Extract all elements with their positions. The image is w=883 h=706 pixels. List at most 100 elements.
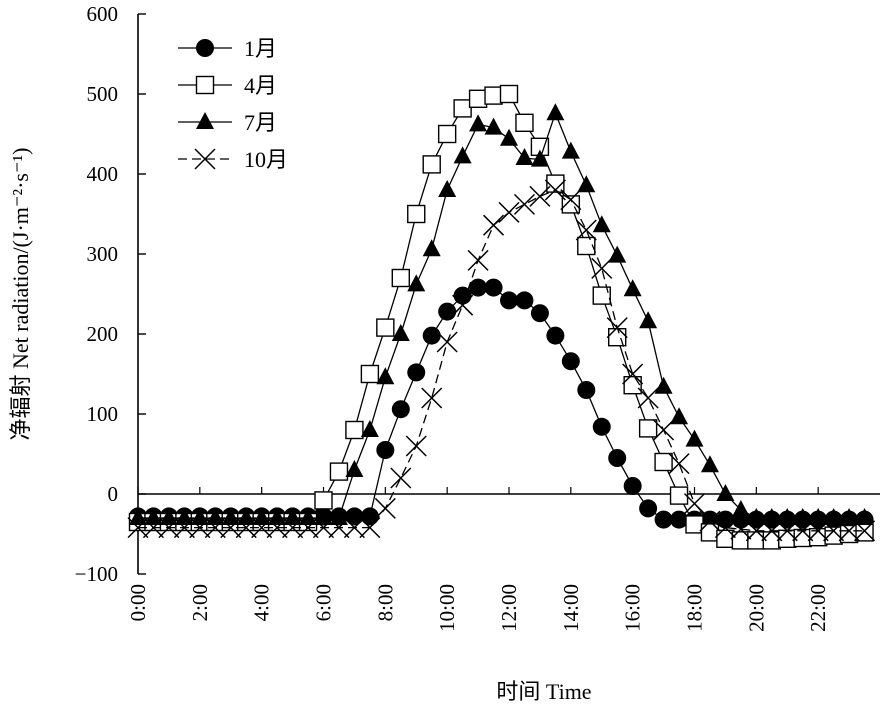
y-axis-title: 净辐射 Net radiation/(J·m⁻²·s⁻¹) xyxy=(8,147,33,440)
data-point xyxy=(623,477,642,495)
data-point xyxy=(700,455,719,473)
data-point xyxy=(745,520,767,542)
data-point xyxy=(577,175,596,193)
data-point xyxy=(297,517,319,539)
data-point xyxy=(670,510,689,529)
data-point xyxy=(654,376,673,394)
data-point xyxy=(376,441,395,459)
data-point xyxy=(699,510,721,532)
data-point xyxy=(314,491,333,510)
data-point xyxy=(453,286,472,305)
legend-marker xyxy=(194,148,216,170)
data-point xyxy=(374,497,396,519)
data-point xyxy=(608,449,627,467)
legend-item: 1月 xyxy=(178,36,277,61)
x-tick-label: 14:00 xyxy=(559,584,583,632)
data-point xyxy=(407,363,426,382)
data-point xyxy=(654,452,673,472)
y-tick-label: 300 xyxy=(87,242,119,266)
data-point xyxy=(436,331,458,353)
x-tick-label: 0:00 xyxy=(126,584,150,621)
data-point xyxy=(391,324,410,341)
legend-label: 1月 xyxy=(244,36,277,61)
data-point xyxy=(515,148,534,165)
data-point xyxy=(731,500,750,517)
data-point xyxy=(513,193,535,215)
data-point xyxy=(685,429,704,447)
data-point xyxy=(654,510,673,529)
data-point xyxy=(345,420,364,440)
x-tick-label: 16:00 xyxy=(621,584,645,632)
legend-item: 4月 xyxy=(178,73,277,98)
data-point xyxy=(747,508,766,525)
y-tick-label: 400 xyxy=(87,162,119,186)
data-point xyxy=(776,520,798,542)
series-line xyxy=(138,286,865,521)
data-point xyxy=(282,517,304,539)
data-point xyxy=(591,257,613,279)
data-point xyxy=(251,517,273,539)
data-point xyxy=(855,508,874,525)
x-tick-label: 10:00 xyxy=(435,584,459,632)
data-point xyxy=(328,517,350,539)
data-point xyxy=(237,508,256,525)
data-point xyxy=(391,268,410,288)
data-point xyxy=(653,419,675,441)
data-point xyxy=(823,520,845,542)
data-point xyxy=(546,326,565,345)
data-point xyxy=(809,508,828,525)
data-point xyxy=(608,245,627,263)
data-point xyxy=(422,326,441,345)
data-point xyxy=(438,302,457,321)
data-point xyxy=(592,417,611,436)
data-point xyxy=(266,517,288,539)
x-tick-label: 6:00 xyxy=(312,584,336,621)
data-point xyxy=(498,201,520,223)
data-point xyxy=(345,507,364,526)
data-point xyxy=(668,453,690,475)
data-point xyxy=(608,328,627,347)
data-point xyxy=(175,508,194,525)
x-tick-label: 22:00 xyxy=(806,584,830,632)
data-point xyxy=(515,113,534,133)
data-point xyxy=(220,517,242,539)
data-point xyxy=(577,381,596,399)
y-tick-label: −100 xyxy=(75,562,118,586)
data-point xyxy=(437,124,457,144)
legend-label: 10月 xyxy=(244,147,288,172)
series-4 xyxy=(127,179,876,542)
data-point xyxy=(778,529,797,548)
data-point xyxy=(683,493,706,515)
data-point xyxy=(407,274,426,292)
data-point xyxy=(575,219,597,241)
data-point xyxy=(500,128,518,146)
data-point xyxy=(453,146,472,164)
data-point xyxy=(453,99,472,118)
x-tick-label: 8:00 xyxy=(373,584,397,621)
y-tick-label: 200 xyxy=(87,322,119,346)
axes: −100 0 100 200 300 400 500 600 0:00 2:00 4:00 6:00 8… xyxy=(75,2,880,632)
series-line xyxy=(138,111,865,519)
data-point xyxy=(824,526,843,545)
legend-label: 4月 xyxy=(244,73,277,98)
series-3 xyxy=(129,103,874,525)
data-point xyxy=(422,155,441,174)
data-point xyxy=(623,279,642,297)
data-point xyxy=(500,291,518,310)
data-point xyxy=(546,103,565,121)
data-point xyxy=(530,304,549,323)
x-tick-label: 2:00 xyxy=(188,584,212,621)
data-point xyxy=(639,311,658,329)
data-point xyxy=(376,367,395,385)
data-point xyxy=(252,508,271,525)
data-point xyxy=(299,508,318,525)
data-point xyxy=(467,249,489,271)
data-point xyxy=(669,486,689,505)
data-point xyxy=(824,508,843,525)
data-point xyxy=(329,508,348,525)
data-point xyxy=(343,517,365,539)
x-axis-title: 时间 Time xyxy=(496,679,591,704)
data-point xyxy=(483,214,505,236)
data-point xyxy=(484,278,503,297)
